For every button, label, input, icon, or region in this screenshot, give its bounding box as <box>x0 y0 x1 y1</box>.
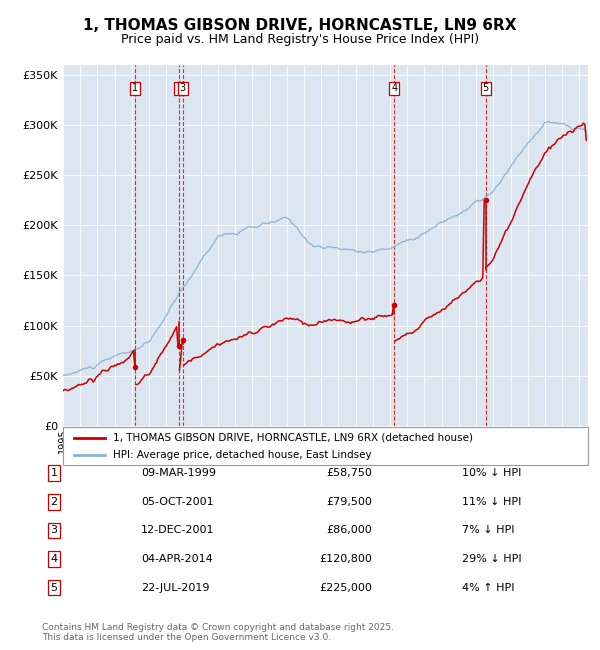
Text: £86,000: £86,000 <box>326 525 372 536</box>
Text: 12-DEC-2001: 12-DEC-2001 <box>141 525 215 536</box>
Text: 1: 1 <box>132 83 138 94</box>
Text: 22-JUL-2019: 22-JUL-2019 <box>141 582 209 593</box>
Text: 1, THOMAS GIBSON DRIVE, HORNCASTLE, LN9 6RX (detached house): 1, THOMAS GIBSON DRIVE, HORNCASTLE, LN9 … <box>113 433 473 443</box>
FancyBboxPatch shape <box>63 427 588 465</box>
Text: Contains HM Land Registry data © Crown copyright and database right 2025.
This d: Contains HM Land Registry data © Crown c… <box>42 623 394 642</box>
Text: 3: 3 <box>50 525 58 536</box>
Text: 4% ↑ HPI: 4% ↑ HPI <box>462 582 515 593</box>
Text: 09-MAR-1999: 09-MAR-1999 <box>141 468 216 478</box>
Text: 04-APR-2014: 04-APR-2014 <box>141 554 213 564</box>
Text: 11% ↓ HPI: 11% ↓ HPI <box>462 497 521 507</box>
Text: 7% ↓ HPI: 7% ↓ HPI <box>462 525 515 536</box>
Text: 2: 2 <box>50 497 58 507</box>
Text: 5: 5 <box>50 582 58 593</box>
Text: 2: 2 <box>176 83 182 94</box>
Text: 3: 3 <box>179 83 185 94</box>
Text: £79,500: £79,500 <box>326 497 372 507</box>
Text: 29% ↓ HPI: 29% ↓ HPI <box>462 554 521 564</box>
Text: HPI: Average price, detached house, East Lindsey: HPI: Average price, detached house, East… <box>113 450 371 460</box>
Text: 10% ↓ HPI: 10% ↓ HPI <box>462 468 521 478</box>
Text: 5: 5 <box>482 83 489 94</box>
Text: £225,000: £225,000 <box>319 582 372 593</box>
Text: 1: 1 <box>50 468 58 478</box>
Text: £58,750: £58,750 <box>326 468 372 478</box>
Text: 4: 4 <box>391 83 397 94</box>
Text: Price paid vs. HM Land Registry's House Price Index (HPI): Price paid vs. HM Land Registry's House … <box>121 32 479 46</box>
Text: 4: 4 <box>50 554 58 564</box>
Text: 05-OCT-2001: 05-OCT-2001 <box>141 497 214 507</box>
Text: 1, THOMAS GIBSON DRIVE, HORNCASTLE, LN9 6RX: 1, THOMAS GIBSON DRIVE, HORNCASTLE, LN9 … <box>83 18 517 33</box>
Text: £120,800: £120,800 <box>319 554 372 564</box>
